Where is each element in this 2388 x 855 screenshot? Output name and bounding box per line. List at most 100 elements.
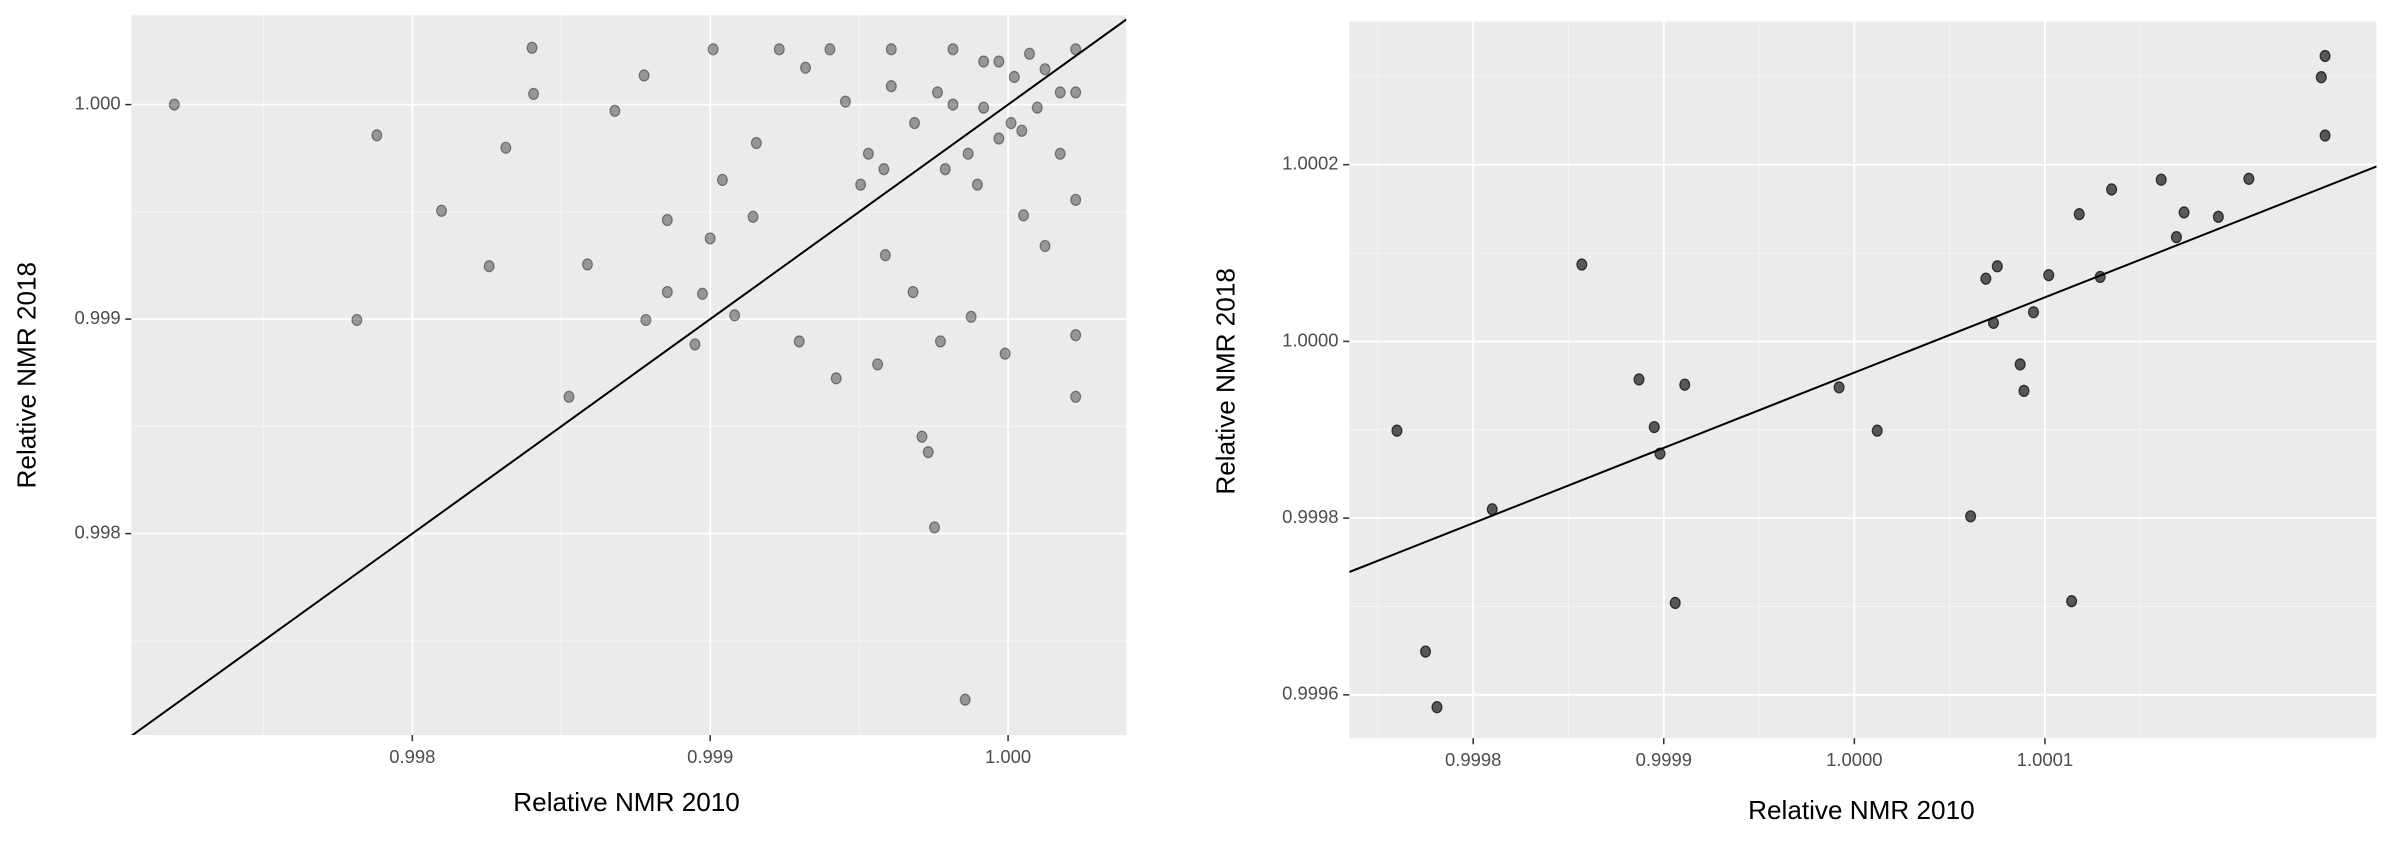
point	[704, 232, 716, 245]
point	[2319, 129, 2331, 142]
panel-background	[1349, 21, 2377, 739]
point	[716, 173, 728, 187]
point	[947, 98, 959, 111]
point	[2212, 210, 2224, 223]
point	[1070, 390, 1082, 403]
point	[959, 693, 971, 706]
point	[640, 313, 652, 327]
point	[978, 101, 990, 114]
point	[2066, 595, 2078, 608]
point	[799, 61, 812, 74]
x-tick-label: 0.998	[389, 746, 435, 767]
point	[978, 55, 990, 68]
point	[1391, 424, 1403, 437]
panel-background	[131, 15, 1127, 736]
point	[351, 313, 363, 327]
point	[2155, 173, 2167, 186]
y-axis-title: Relative NMR 2018	[1211, 268, 1241, 495]
x-tick-label: 1.0001	[2017, 749, 2073, 770]
point	[2027, 306, 2040, 319]
point	[965, 310, 977, 323]
point	[839, 95, 851, 108]
y-tick-label: 0.9998	[1282, 506, 1338, 527]
x-tick-label: 0.999	[687, 746, 733, 767]
point	[1008, 70, 1020, 84]
point	[1070, 193, 1082, 207]
point	[747, 210, 759, 223]
x-tick-label: 0.9998	[1445, 749, 1501, 770]
point	[1054, 86, 1066, 99]
point	[1833, 381, 1845, 394]
point	[1648, 420, 1660, 434]
point	[371, 129, 383, 142]
y-tick-label: 0.999	[74, 307, 120, 328]
point	[855, 178, 867, 191]
point	[916, 430, 928, 443]
point	[928, 521, 941, 534]
point	[1031, 101, 1043, 114]
point	[2243, 172, 2255, 185]
point	[1633, 373, 1645, 386]
point	[879, 249, 891, 262]
point	[581, 258, 593, 271]
point	[830, 372, 842, 385]
x-axis-title: Relative NMR 2010	[1748, 795, 1975, 825]
point	[931, 86, 944, 99]
point	[483, 259, 495, 273]
point	[526, 41, 538, 54]
point	[1420, 645, 1432, 658]
point	[2018, 384, 2030, 398]
point	[947, 43, 959, 56]
point	[528, 87, 540, 101]
point	[638, 69, 650, 82]
point	[1980, 272, 1992, 285]
point	[435, 204, 448, 217]
point	[689, 338, 701, 351]
y-tick-label: 0.9996	[1282, 683, 1338, 704]
point	[993, 55, 1005, 68]
point	[1576, 258, 1588, 271]
point	[2178, 206, 2190, 219]
point	[773, 43, 785, 56]
point	[1070, 329, 1082, 342]
point	[661, 285, 673, 299]
point	[729, 309, 741, 322]
point	[2043, 268, 2055, 282]
point	[1991, 260, 2003, 273]
reference-line	[131, 18, 1127, 736]
point	[885, 43, 897, 56]
reference-line	[1349, 165, 2377, 573]
point	[1039, 239, 1051, 253]
x-tick-label: 1.0000	[1826, 749, 1882, 770]
point	[1054, 147, 1066, 160]
point	[1018, 209, 1030, 222]
points	[168, 41, 1082, 706]
point	[934, 335, 946, 348]
point	[1016, 124, 1028, 137]
point	[609, 104, 621, 117]
point	[2315, 71, 2327, 84]
point	[939, 163, 951, 176]
point	[885, 80, 897, 93]
x-axis-title: Relative NMR 2010	[513, 787, 740, 817]
point	[1871, 424, 1883, 437]
point	[862, 147, 874, 160]
y-tick-label: 1.0000	[1282, 329, 1338, 350]
y-tick-label: 1.0002	[1282, 153, 1338, 174]
points	[1391, 49, 2331, 714]
plot-panel: 0.998 0.999 1.000 0.998 0.999 1.000 Relative N…	[11, 15, 1127, 817]
point	[907, 285, 919, 299]
point	[922, 445, 934, 459]
point	[707, 43, 719, 56]
x-tick-label: 1.000	[985, 746, 1031, 767]
point	[2073, 208, 2085, 221]
point	[2106, 183, 2118, 196]
point	[1431, 701, 1443, 714]
point	[824, 43, 836, 56]
point	[2319, 49, 2331, 63]
point	[999, 347, 1011, 360]
y-tick-label: 1.000	[74, 92, 120, 113]
y-tick-label: 0.998	[74, 522, 120, 543]
